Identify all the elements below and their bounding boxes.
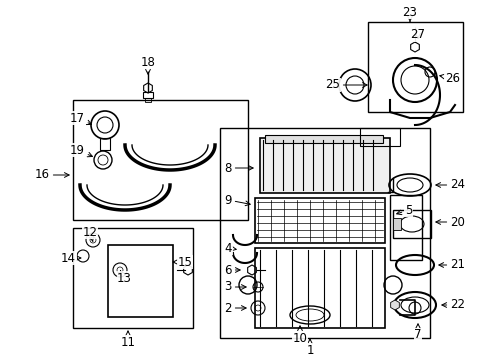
Text: 22: 22 [441, 298, 464, 311]
Bar [100, 138, 110, 150]
Text: 3: 3 [224, 280, 245, 293]
Text: 6: 6 [224, 264, 240, 276]
Text: 23: 23 [402, 5, 417, 22]
Text: 2: 2 [224, 302, 245, 315]
Bar [145, 98, 151, 102]
Bar [254, 198, 384, 243]
Text: 10: 10 [292, 326, 307, 345]
Text: 1: 1 [305, 339, 313, 356]
Text: 18: 18 [140, 55, 155, 74]
Text: 5: 5 [396, 203, 411, 216]
Text: 9: 9 [224, 194, 250, 207]
Text: 12: 12 [82, 225, 97, 242]
Bar [264, 135, 382, 143]
Text: 17: 17 [70, 112, 91, 125]
Bar [392, 210, 430, 238]
Text: 20: 20 [435, 216, 464, 229]
Text: 4: 4 [224, 242, 236, 255]
Bar [260, 138, 389, 193]
Text: 8: 8 [224, 162, 253, 175]
Text: 14: 14 [61, 252, 81, 265]
Bar [108, 245, 173, 317]
Text: 19: 19 [70, 144, 92, 157]
Bar [73, 100, 247, 220]
Text: 16: 16 [35, 168, 69, 181]
Text: 11: 11 [120, 331, 135, 348]
Bar [367, 22, 462, 112]
Text: 21: 21 [438, 258, 464, 271]
Bar [254, 248, 384, 328]
Bar [359, 128, 399, 146]
Bar [389, 195, 421, 260]
Text: 26: 26 [439, 72, 459, 85]
Bar [392, 218, 400, 230]
Text: 15: 15 [173, 256, 192, 269]
Bar [220, 128, 429, 338]
Bar [73, 228, 193, 328]
Bar [142, 92, 153, 98]
Text: 24: 24 [435, 179, 464, 192]
Text: 7: 7 [413, 324, 421, 342]
Text: 27: 27 [409, 28, 425, 41]
Text: 25: 25 [325, 78, 366, 91]
Text: 13: 13 [117, 271, 132, 284]
